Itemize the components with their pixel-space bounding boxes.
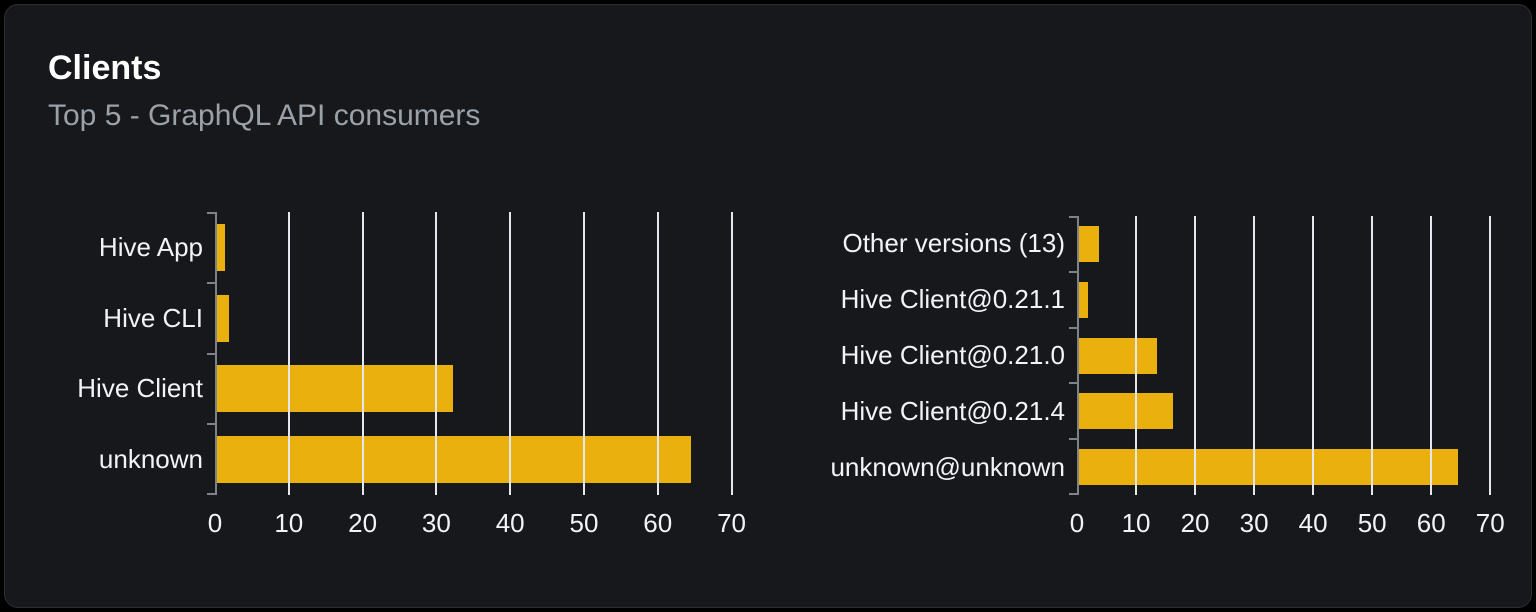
axis-tick: [207, 352, 215, 355]
category-label: Other versions (13): [842, 228, 1065, 259]
gridline: [1135, 216, 1138, 495]
clients-by-name-bar-chart: Hive App Hive CLI Hive Client unknown 0 10 20 3…: [77, 212, 750, 552]
gridline: [1253, 216, 1256, 495]
y-axis-line: [215, 212, 217, 495]
gridline: [509, 212, 512, 495]
axis-tick: [207, 423, 215, 426]
gridline: [287, 212, 290, 495]
gridline: [1312, 216, 1315, 495]
category-label: Hive Client: [77, 373, 203, 404]
x-tick-label: 70: [717, 508, 746, 538]
x-tick-label: 40: [1298, 508, 1328, 538]
gridline: [730, 212, 733, 495]
x-tick-label: 20: [348, 508, 378, 538]
category-label: Hive App: [98, 231, 203, 262]
axis-tick: [207, 493, 215, 495]
x-tick-label: 10: [274, 508, 304, 538]
clients-card: Clients Top 5 - GraphQL API consumers Hi…: [4, 4, 1532, 608]
x-tick-label: 50: [569, 508, 599, 538]
gridline: [361, 212, 364, 495]
bar: [217, 436, 691, 484]
bar: [217, 223, 225, 271]
x-tick-label: 70: [1475, 508, 1505, 538]
axis-tick: [1069, 216, 1077, 218]
x-tick-label: 30: [1239, 508, 1269, 538]
axis-tick: [1069, 493, 1077, 495]
x-tick-label: 60: [1416, 508, 1446, 538]
card-subtitle: Top 5 - GraphQL API consumers: [48, 99, 481, 132]
gridline: [582, 212, 585, 495]
gridline: [1371, 216, 1374, 495]
bar: [1079, 337, 1157, 374]
x-tick-label: 60: [643, 508, 673, 538]
category-label: unknown@unknown: [830, 451, 1065, 482]
category-label: Hive CLI: [103, 302, 203, 333]
bar: [217, 294, 230, 342]
gridline: [1194, 216, 1197, 495]
x-tick-label: 40: [495, 508, 525, 538]
axis-tick: [1069, 438, 1077, 441]
category-label: Hive Client@0.21.1: [840, 284, 1065, 315]
clients-by-version-bar-chart: Other versions (13) Hive Client@0.21.1 Hiv…: [830, 216, 1505, 552]
bar: [1079, 225, 1100, 262]
x-tick-label: 30: [421, 508, 451, 538]
x-tick-label: 0: [207, 508, 223, 538]
axis-tick: [207, 212, 215, 214]
gridline: [656, 212, 659, 495]
axis-tick: [1069, 382, 1077, 385]
x-tick-label: 20: [1180, 508, 1210, 538]
x-tick-label: 10: [1121, 508, 1151, 538]
category-label: Hive Client@0.21.4: [840, 395, 1065, 426]
axis-tick: [1069, 326, 1077, 329]
bar: [1079, 393, 1174, 430]
y-axis-line: [1077, 216, 1079, 495]
bar: [1079, 449, 1458, 486]
bar: [217, 365, 453, 413]
gridline: [1489, 216, 1492, 495]
x-tick-label: 0: [1069, 508, 1085, 538]
x-tick-label: 50: [1357, 508, 1387, 538]
gridline: [435, 212, 438, 495]
card-title: Clients: [48, 49, 162, 87]
gridline: [1430, 216, 1433, 495]
axis-tick: [207, 281, 215, 284]
bar: [1079, 281, 1088, 318]
category-label: Hive Client@0.21.0: [840, 339, 1065, 370]
category-label: unknown: [98, 444, 203, 475]
axis-tick: [1069, 270, 1077, 273]
